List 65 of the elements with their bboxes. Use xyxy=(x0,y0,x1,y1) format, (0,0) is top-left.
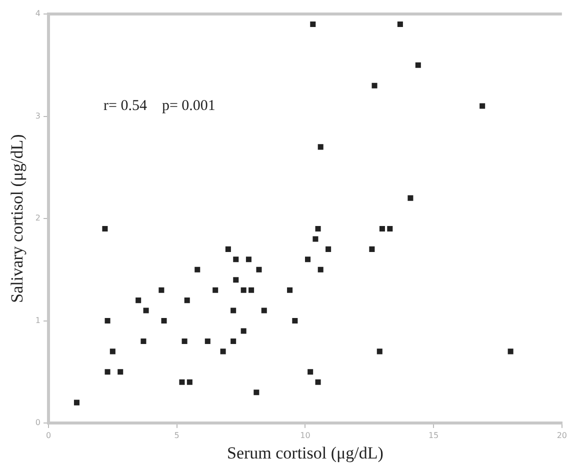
point xyxy=(225,246,231,252)
point xyxy=(372,82,378,88)
point xyxy=(143,308,149,314)
point xyxy=(233,277,239,283)
point xyxy=(110,348,116,354)
point xyxy=(204,338,210,344)
y-tick-label: 0 xyxy=(35,418,40,428)
point xyxy=(179,379,185,385)
point xyxy=(194,266,200,272)
point xyxy=(312,236,318,242)
point xyxy=(233,256,239,262)
point xyxy=(158,287,164,293)
point xyxy=(379,226,385,232)
x-tick-label: 5 xyxy=(174,430,180,440)
point xyxy=(415,62,421,68)
point xyxy=(318,144,324,150)
point xyxy=(292,318,298,324)
point xyxy=(240,287,246,293)
y-tick-label: 2 xyxy=(35,214,40,223)
x-tick-label: 20 xyxy=(556,430,568,440)
point xyxy=(104,369,110,375)
point xyxy=(310,21,316,27)
point xyxy=(102,226,108,232)
point xyxy=(308,369,314,375)
point xyxy=(136,298,142,304)
point xyxy=(508,348,514,354)
point xyxy=(248,287,254,293)
point xyxy=(315,379,321,385)
point xyxy=(212,287,218,293)
point xyxy=(230,308,236,314)
point xyxy=(182,338,188,344)
point xyxy=(184,298,190,304)
point xyxy=(387,226,393,232)
x-tick-label: 15 xyxy=(428,430,439,440)
point xyxy=(369,246,375,252)
point xyxy=(287,287,293,293)
y-tick-label: 3 xyxy=(35,111,40,120)
x-tick-label: 0 xyxy=(46,430,52,440)
point xyxy=(480,103,486,109)
point xyxy=(186,379,192,385)
point xyxy=(240,328,246,334)
point xyxy=(118,369,124,375)
y-axis-title: Salivary cortisol (μg/dL) xyxy=(8,134,27,303)
point xyxy=(305,256,311,262)
point xyxy=(246,256,252,262)
point xyxy=(326,246,332,252)
point xyxy=(256,266,262,272)
y-tick-label: 1 xyxy=(35,316,40,325)
point xyxy=(74,400,80,406)
point xyxy=(104,318,110,324)
point xyxy=(140,338,146,344)
x-tick-label: 10 xyxy=(300,430,310,440)
x-axis-title: Serum cortisol (μg/dL) xyxy=(226,443,384,462)
point xyxy=(397,21,403,27)
annotation: r= 0.54 p= 0.001 xyxy=(103,98,216,114)
point xyxy=(230,338,236,344)
point xyxy=(376,348,382,354)
point xyxy=(315,226,321,232)
y-tick-label: 4 xyxy=(35,9,40,18)
point xyxy=(408,195,414,201)
point xyxy=(318,266,324,272)
point xyxy=(261,308,267,314)
point xyxy=(220,348,226,354)
point xyxy=(161,318,167,324)
point xyxy=(254,390,260,396)
